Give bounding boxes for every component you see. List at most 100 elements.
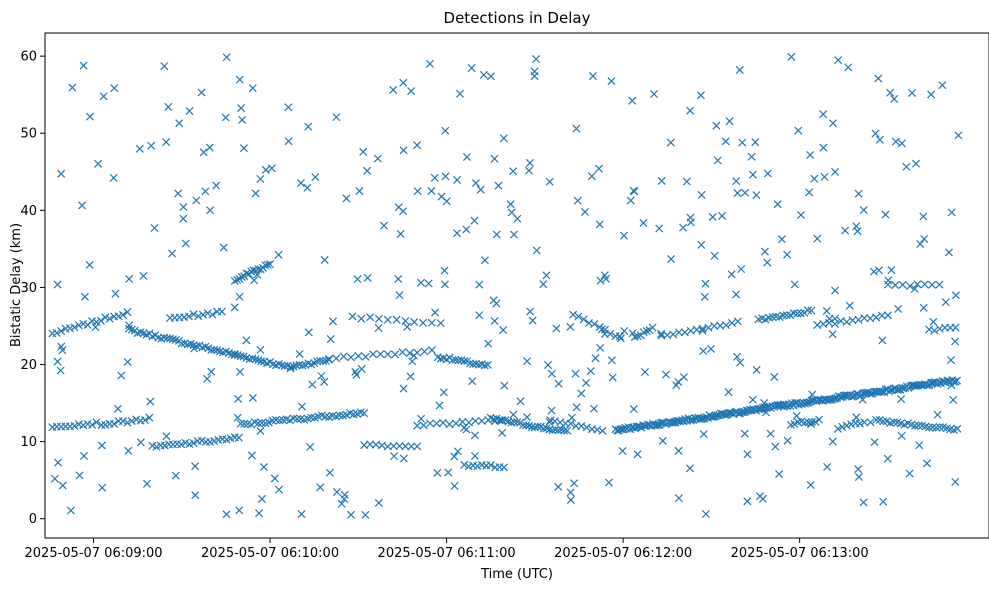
data-point [284, 103, 293, 112]
data-point [910, 421, 920, 430]
y-tick-label: 10 [20, 435, 37, 450]
data-point [577, 422, 586, 431]
data-point [596, 343, 605, 352]
data-point [430, 173, 439, 182]
data-point [546, 416, 555, 425]
data-point [297, 510, 306, 519]
y-tick-label: 60 [20, 50, 37, 65]
data-point [523, 357, 532, 366]
data-point [946, 356, 955, 365]
data-point [597, 325, 606, 334]
data-point [951, 291, 960, 300]
data-point [572, 403, 581, 412]
data-point [887, 266, 896, 275]
data-point [127, 416, 136, 426]
data-point [177, 440, 186, 449]
data-point [760, 399, 769, 408]
data-point [782, 311, 791, 320]
data-point [296, 179, 305, 188]
data-point [324, 354, 333, 364]
data-point [834, 56, 843, 65]
data-point [566, 488, 575, 497]
data-point [339, 352, 348, 361]
data-point [242, 336, 251, 345]
data-point [713, 156, 722, 165]
data-point [773, 200, 782, 209]
data-point [383, 350, 392, 359]
data-point [783, 250, 792, 259]
data-point [471, 179, 480, 188]
data-point [123, 357, 132, 367]
data-point [206, 206, 215, 215]
data-point [175, 119, 184, 128]
data-point [752, 191, 761, 200]
data-point [427, 186, 436, 195]
data-point [686, 416, 695, 425]
data-point [123, 308, 132, 317]
data-point [532, 55, 541, 64]
data-point [838, 422, 847, 431]
data-point [855, 419, 864, 428]
data-point [953, 424, 962, 433]
data-point [825, 314, 834, 323]
data-point [724, 408, 733, 417]
data-point [783, 436, 792, 445]
data-point [88, 420, 97, 429]
data-point [251, 355, 260, 364]
data-point [307, 413, 316, 422]
data-point [235, 75, 244, 84]
data-point [391, 350, 400, 359]
data-point [853, 227, 862, 236]
data-point [450, 481, 459, 490]
data-point [230, 351, 239, 360]
data-point [716, 409, 725, 418]
x-tick-label: 2025-05-07 06:12:00 [554, 546, 692, 561]
data-point [398, 348, 407, 357]
data-point [547, 369, 556, 378]
data-point [806, 150, 815, 159]
data-point [470, 451, 479, 460]
data-point [475, 311, 484, 320]
data-point [470, 431, 479, 440]
data-point [57, 327, 66, 336]
data-point [97, 421, 106, 430]
data-point [480, 256, 489, 265]
data-point [779, 311, 788, 320]
data-point [439, 388, 448, 397]
data-point [490, 154, 499, 163]
data-point [168, 335, 178, 344]
data-point [928, 423, 937, 432]
data-point [806, 480, 815, 490]
data-point [436, 319, 445, 328]
data-point [124, 324, 133, 333]
x-tick-label: 2025-05-07 06:13:00 [731, 546, 869, 561]
y-tick-label: 40 [20, 204, 37, 219]
data-point [328, 317, 338, 326]
data-point [181, 239, 190, 248]
data-point [396, 229, 405, 238]
data-point [526, 307, 535, 316]
data-point [499, 326, 508, 335]
data-point [263, 260, 272, 269]
data-point [306, 442, 315, 452]
data-point [552, 324, 561, 333]
data-point [706, 344, 715, 353]
data-point [819, 143, 828, 152]
data-point [221, 113, 230, 122]
data-point [160, 62, 169, 71]
data-point [633, 332, 642, 341]
data-point [721, 137, 730, 146]
data-point [230, 276, 239, 286]
data-point [763, 169, 772, 178]
data-point [308, 380, 317, 389]
data-point [813, 234, 822, 243]
data-point [910, 381, 920, 390]
data-point [509, 167, 518, 176]
data-point [451, 355, 460, 364]
data-point [369, 350, 378, 359]
data-point [261, 165, 270, 174]
data-point [593, 425, 602, 434]
data-point [842, 391, 852, 400]
data-point [335, 411, 344, 420]
data-point [379, 221, 388, 230]
